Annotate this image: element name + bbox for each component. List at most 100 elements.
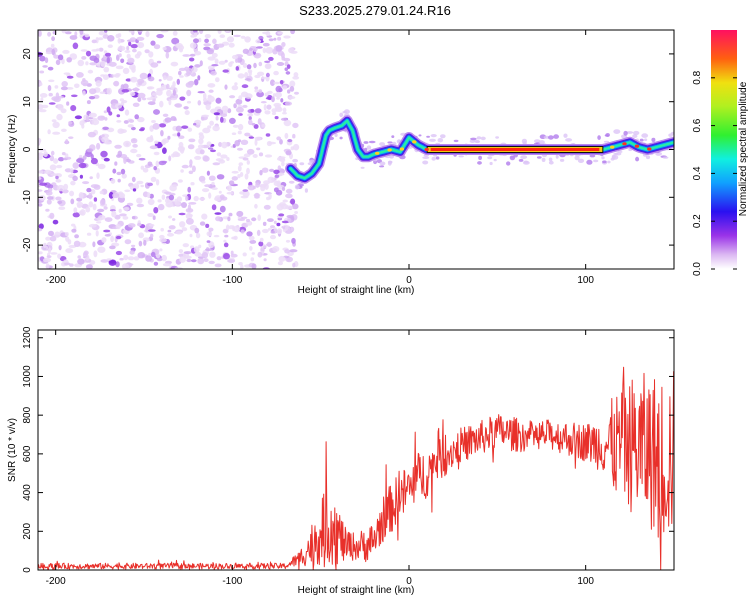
noise-blob — [147, 76, 155, 82]
noise-blob — [246, 167, 250, 175]
noise-blob — [130, 44, 138, 49]
noise-blob — [233, 34, 241, 38]
noise-blob — [265, 133, 271, 137]
snr-x-label: Height of straight line (km) — [298, 585, 415, 596]
noise-blob — [287, 218, 292, 223]
noise-blob — [53, 158, 59, 164]
noise-blob — [90, 189, 96, 195]
noise-blob — [231, 176, 238, 181]
ridge-halo-blob — [601, 156, 605, 160]
noise-blob — [105, 52, 111, 57]
noise-blob — [129, 91, 136, 97]
noise-blob — [74, 83, 80, 89]
y-tick-label: 600 — [22, 445, 33, 462]
y-tick-label: 400 — [22, 484, 33, 501]
ridge-halo-blob — [422, 156, 430, 159]
noise-blob — [88, 223, 97, 228]
noise-blob — [208, 260, 215, 265]
noise-blob — [92, 241, 96, 248]
noise-blob — [248, 116, 252, 121]
noise-blob — [121, 263, 130, 269]
noise-blob — [156, 60, 162, 64]
noise-blob — [100, 259, 109, 263]
noise-blob — [38, 223, 44, 230]
noise-blob — [261, 123, 266, 128]
noise-blob — [216, 256, 222, 261]
ridge-halo-blob — [422, 160, 429, 165]
noise-blob — [56, 113, 63, 121]
noise-blob — [240, 139, 249, 145]
noise-blob — [138, 232, 145, 239]
noise-blob — [168, 225, 176, 230]
noise-blob — [247, 184, 255, 191]
noise-blob — [156, 34, 164, 39]
noise-blob — [254, 108, 262, 114]
ridge-halo-blob — [639, 138, 644, 142]
noise-blob — [273, 169, 280, 175]
noise-blob — [100, 60, 106, 67]
noise-blob — [225, 224, 230, 231]
noise-blob — [167, 203, 174, 208]
noise-blob — [95, 80, 102, 87]
noise-blob — [118, 208, 122, 213]
noise-blob — [65, 236, 70, 242]
noise-blob — [198, 134, 205, 140]
ridge-halo-blob — [617, 150, 623, 153]
noise-blob — [191, 66, 198, 73]
noise-blob — [225, 30, 230, 33]
noise-blob — [43, 169, 52, 175]
noise-blob — [256, 91, 264, 98]
noise-blob — [149, 145, 158, 150]
noise-blob — [283, 35, 291, 39]
noise-blob — [251, 217, 257, 222]
noise-blob — [212, 162, 221, 166]
noise-blob — [208, 175, 216, 181]
ridge-halo-blob — [611, 155, 619, 160]
noise-blob — [178, 249, 184, 254]
noise-blob — [78, 241, 87, 248]
noise-blob — [273, 81, 281, 85]
noise-blob — [273, 37, 277, 41]
noise-blob — [130, 76, 138, 83]
noise-blob — [235, 106, 244, 113]
noise-blob — [269, 168, 275, 172]
noise-blob — [114, 214, 121, 220]
noise-blob — [170, 85, 174, 90]
noise-blob — [138, 81, 142, 86]
ridge-halo-blob — [418, 134, 422, 137]
noise-blob — [99, 91, 106, 94]
noise-blob — [151, 120, 156, 123]
ridge-halo-blob — [387, 141, 393, 144]
ridge-hotspot — [399, 147, 405, 151]
spectrogram-x-label: Height of straight line (km) — [298, 285, 415, 296]
noise-blob — [168, 155, 172, 162]
noise-blob — [203, 258, 209, 262]
noise-blob — [227, 216, 231, 222]
ridge-halo-blob — [548, 135, 554, 140]
noise-blob — [80, 49, 88, 52]
noise-blob — [167, 229, 172, 233]
noise-blob — [91, 39, 97, 44]
ridge-hotspot — [387, 148, 392, 152]
noise-blob — [270, 79, 275, 86]
noise-blob — [128, 30, 134, 33]
noise-blob — [265, 31, 271, 37]
noise-blob — [246, 64, 252, 70]
noise-blob — [191, 259, 197, 263]
noise-blob — [153, 151, 160, 156]
noise-blob — [292, 133, 296, 139]
noise-blob — [117, 178, 121, 183]
noise-blob — [62, 49, 70, 54]
ridge-halo-blob — [577, 158, 585, 163]
noise-blob — [103, 66, 110, 73]
noise-blob — [104, 234, 111, 237]
noise-blob — [161, 139, 167, 146]
ridge-halo-blob — [614, 152, 622, 156]
noise-blob — [239, 172, 244, 177]
noise-blob — [194, 155, 202, 160]
noise-blob — [64, 153, 69, 158]
noise-blob — [89, 176, 93, 180]
noise-blob — [248, 119, 253, 126]
noise-blob — [65, 139, 69, 145]
noise-blob — [95, 230, 99, 237]
